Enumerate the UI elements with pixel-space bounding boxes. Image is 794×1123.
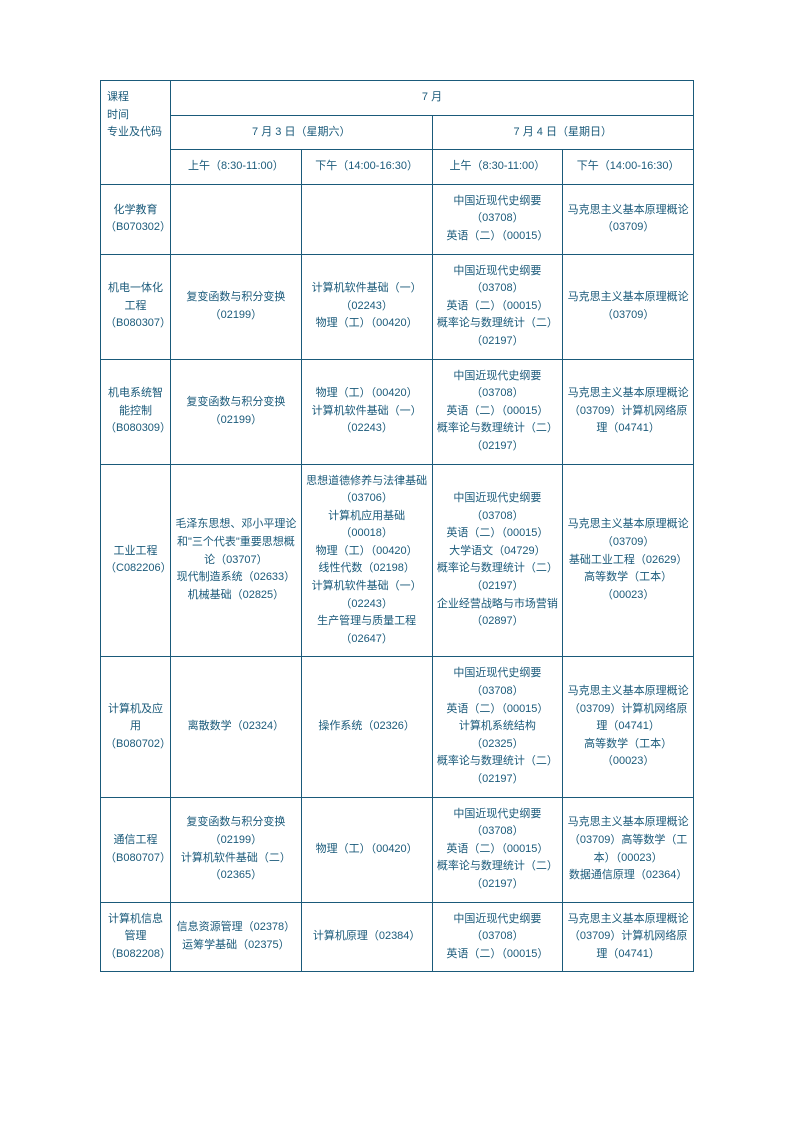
table-row: 工业工程（C082206）毛泽东思想、邓小平理论和"三个代表"重要思想概论（03… [101, 464, 694, 657]
table-row: 通信工程（B080707）复变函数与积分变换（02199）计算机软件基础（二）（… [101, 797, 694, 902]
course-cell: 中国近现代史纲要（03708）英语（二）（00015） [432, 902, 563, 972]
spec-header-l2: 时间 [107, 109, 129, 121]
d2-morning-header: 上午（8:30-11:00） [432, 150, 563, 185]
month-header: 7 月 [171, 81, 694, 116]
course-cell: 马克思主义基本原理概论（03709）高等数学（工本）（00023）数据通信原理（… [563, 797, 694, 902]
course-cell: 信息资源管理（02378）运筹学基础（02375） [171, 902, 302, 972]
course-cell: 物理（工）（00420） [301, 797, 432, 902]
course-cell [171, 184, 302, 254]
spec-cell: 通信工程（B080707） [101, 797, 171, 902]
course-cell: 马克思主义基本原理概论（03709）基础工业工程（02629）高等数学（工本）（… [563, 464, 694, 657]
course-cell: 马克思主义基本原理概论（03709） [563, 184, 694, 254]
spec-header-l3: 专业及代码 [107, 126, 162, 138]
course-cell: 计算机原理（02384） [301, 902, 432, 972]
course-cell: 中国近现代史纲要（03708）英语（二）（00015）大学语文（04729）概率… [432, 464, 563, 657]
header-row-1: 课程 时间 专业及代码 7 月 [101, 81, 694, 116]
course-cell: 物理（工）（00420）计算机软件基础（一）（02243） [301, 359, 432, 464]
course-cell: 复变函数与积分变换（02199）计算机软件基础（二）（02365） [171, 797, 302, 902]
d1-morning-header: 上午（8:30-11:00） [171, 150, 302, 185]
course-cell: 中国近现代史纲要（03708）英语（二）（00015）计算机系统结构（02325… [432, 657, 563, 797]
spec-cell: 机电一体化工程（B080307） [101, 254, 171, 359]
course-cell: 马克思主义基本原理概论（03709）计算机网络原理（04741）高等数学（工本）… [563, 657, 694, 797]
exam-schedule-table: 课程 时间 专业及代码 7 月 7 月 3 日（星期六） 7 月 4 日（星期日… [100, 80, 694, 972]
course-cell: 中国近现代史纲要（03708）英语（二）（00015）概率论与数理统计（二）（0… [432, 254, 563, 359]
course-cell: 马克思主义基本原理概论（03709） [563, 254, 694, 359]
course-cell: 中国近现代史纲要（03708）英语（二）（00015）概率论与数理统计（二）（0… [432, 797, 563, 902]
course-cell: 毛泽东思想、邓小平理论和"三个代表"重要思想概论（03707）现代制造系统（02… [171, 464, 302, 657]
course-cell: 思想道德修养与法律基础（03706）计算机应用基础（00018）物理（工）（00… [301, 464, 432, 657]
day1-header: 7 月 3 日（星期六） [171, 115, 433, 150]
d1-afternoon-header: 下午（14:00-16:30） [301, 150, 432, 185]
day2-header: 7 月 4 日（星期日） [432, 115, 694, 150]
course-cell: 操作系统（02326） [301, 657, 432, 797]
course-cell [301, 184, 432, 254]
spec-cell: 计算机信息管理（B082208） [101, 902, 171, 972]
table-row: 化学教育（B070302） 中国近现代史纲要（03708）英语（二）（00015）… [101, 184, 694, 254]
course-cell: 马克思主义基本原理概论（03709）计算机网络原理（04741） [563, 359, 694, 464]
course-cell: 中国近现代史纲要（03708）英语（二）（00015） [432, 184, 563, 254]
spec-cell: 计算机及应用（B080702） [101, 657, 171, 797]
table-row: 计算机及应用（B080702）离散数学（02324）操作系统（02326）中国近… [101, 657, 694, 797]
spec-cell: 机电系统智能控制（B080309） [101, 359, 171, 464]
d2-afternoon-header: 下午（14:00-16:30） [563, 150, 694, 185]
course-cell: 中国近现代史纲要（03708）英语（二）（00015）概率论与数理统计（二）（0… [432, 359, 563, 464]
spec-header: 课程 时间 专业及代码 [101, 81, 171, 185]
header-row-3: 上午（8:30-11:00） 下午（14:00-16:30） 上午（8:30-1… [101, 150, 694, 185]
course-cell: 马克思主义基本原理概论（03709）计算机网络原理（04741） [563, 902, 694, 972]
course-cell: 计算机软件基础（一）（02243）物理（工）（00420） [301, 254, 432, 359]
table-row: 机电系统智能控制（B080309）复变函数与积分变换（02199）物理（工）（0… [101, 359, 694, 464]
spec-cell: 化学教育（B070302） [101, 184, 171, 254]
course-cell: 复变函数与积分变换（02199） [171, 359, 302, 464]
course-cell: 复变函数与积分变换（02199） [171, 254, 302, 359]
table-row: 计算机信息管理（B082208）信息资源管理（02378）运筹学基础（02375… [101, 902, 694, 972]
course-cell: 离散数学（02324） [171, 657, 302, 797]
spec-header-l1: 课程 [107, 91, 129, 103]
table-row: 机电一体化工程（B080307）复变函数与积分变换（02199）计算机软件基础（… [101, 254, 694, 359]
spec-cell: 工业工程（C082206） [101, 464, 171, 657]
header-row-2: 7 月 3 日（星期六） 7 月 4 日（星期日） [101, 115, 694, 150]
